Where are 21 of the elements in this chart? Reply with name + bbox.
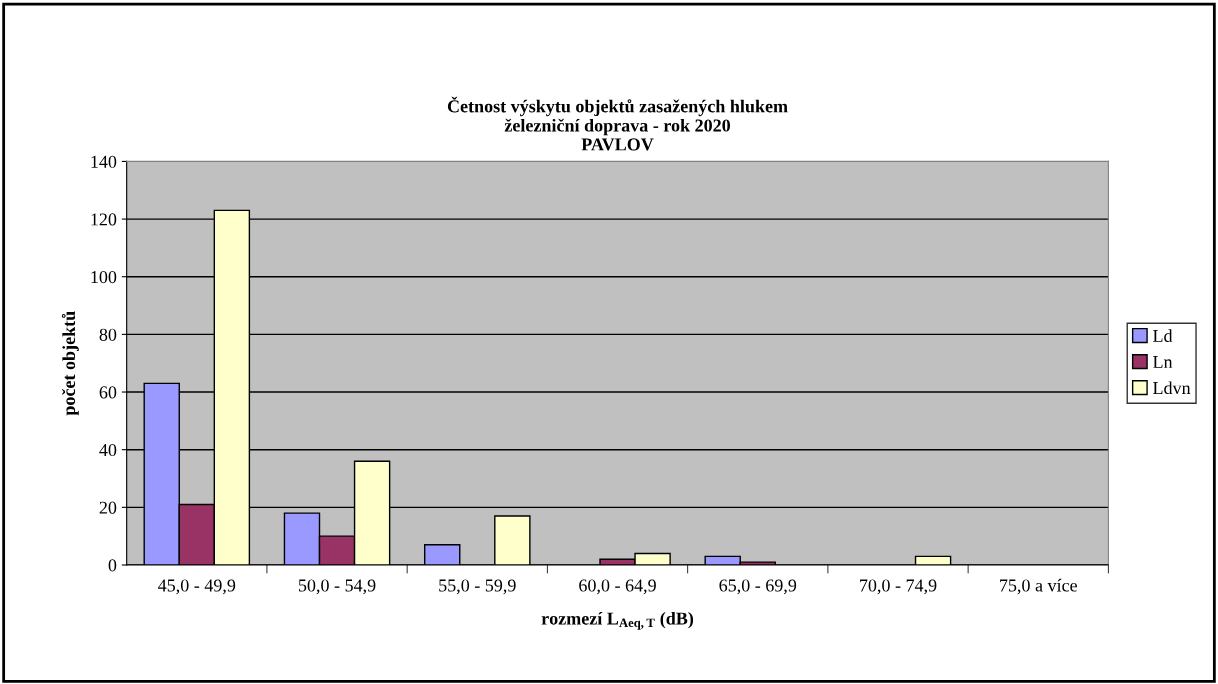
x-tick-label: 75,0 a více [1000, 578, 1077, 595]
y-tick-label: 80 [99, 328, 117, 341]
y-tick-label: 60 [99, 386, 117, 399]
x-axis-title: rozmezí L$_{Aeq,T}$ (dB) [541, 611, 694, 630]
y-axis-title: počet objektů [61, 311, 79, 416]
legend-label: Ld [1153, 329, 1173, 342]
x-tick-label: 65,0 - 69,9 [719, 579, 797, 595]
y-tick-label: 40 [99, 443, 117, 457]
chart-title: Četnost výskytu objektů zasažených hlukem železniční doprava - rok 2020 PAVLOV [447, 96, 788, 151]
y-tick-label: 20 [99, 501, 117, 514]
x-tick-label: 55,0 - 59,9 [439, 579, 516, 595]
y-tick-label: 100 [91, 270, 117, 284]
legend-label: Ldvn [1153, 381, 1191, 395]
y-tick-label: 120 [91, 213, 117, 226]
y-tick-label: 140 [91, 155, 117, 168]
x-tick-label: 45,0 - 49,9 [158, 579, 236, 595]
x-tick-label: 70,0 - 74,9 [860, 579, 937, 595]
y-tick-label: 0 [108, 559, 117, 572]
x-tick-label: 50,0 - 54,9 [298, 579, 376, 595]
legend-label: Ln [1153, 356, 1173, 368]
x-tick-label: 60,0 - 64,9 [579, 579, 656, 595]
